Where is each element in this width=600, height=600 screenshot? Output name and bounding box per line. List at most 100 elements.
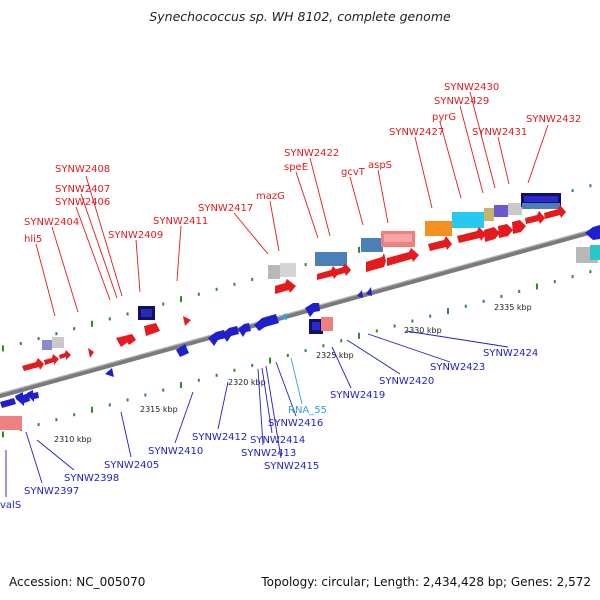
- gene-reverse[interactable]: [15, 392, 30, 406]
- tick-mark: [108, 317, 111, 321]
- gene-label-synw2432[interactable]: SYNW2432: [526, 114, 581, 125]
- gene-label-vals[interactable]: valS: [0, 500, 21, 511]
- gene-forward[interactable]: [44, 354, 59, 365]
- tick-mark: [73, 413, 76, 417]
- gene-reverse[interactable]: [254, 314, 279, 331]
- gene-label-synw2413[interactable]: SYNW2413: [241, 448, 296, 459]
- gene-label-rna-55[interactable]: RNA_55: [288, 405, 327, 416]
- gene-forward[interactable]: [183, 316, 191, 326]
- gene-block[interactable]: [508, 203, 522, 215]
- gene-label-synw2405[interactable]: SYNW2405: [104, 460, 159, 471]
- gene-label-spee[interactable]: speE: [284, 162, 308, 173]
- gene-label-synw2409[interactable]: SYNW2409: [108, 230, 163, 241]
- gene-block[interactable]: [42, 340, 52, 350]
- tick-mark: [340, 339, 343, 343]
- gene-block[interactable]: [494, 205, 508, 217]
- gene-block[interactable]: [0, 416, 22, 430]
- gene-label-synw2431[interactable]: SYNW2431: [472, 127, 527, 138]
- gene-block[interactable]: [268, 265, 280, 279]
- gene-block[interactable]: [524, 196, 558, 202]
- gene-reverse[interactable]: [585, 225, 600, 240]
- gene-label-gcvt[interactable]: gcvT: [341, 167, 366, 178]
- gene-forward[interactable]: [275, 279, 296, 294]
- gene-block[interactable]: [425, 221, 452, 236]
- gene-label-synw2424[interactable]: SYNW2424: [483, 348, 538, 359]
- gene-label-synw2430[interactable]: SYNW2430: [444, 82, 499, 93]
- gene-label-pyrg[interactable]: pyrG: [432, 112, 456, 123]
- gene-forward[interactable]: [88, 348, 94, 358]
- gene-label-synw2412[interactable]: SYNW2412: [192, 432, 247, 443]
- gene-label-synw2417[interactable]: SYNW2417: [198, 203, 253, 214]
- gene-forward[interactable]: [366, 253, 386, 272]
- tick-mark: [251, 277, 254, 281]
- gene-reverse[interactable]: [176, 344, 189, 357]
- gene-reverse[interactable]: [366, 287, 372, 296]
- gene-block[interactable]: [384, 234, 412, 242]
- gene-block[interactable]: [280, 263, 296, 277]
- gene-label-synw2422[interactable]: SYNW2422: [284, 148, 339, 159]
- gene-reverse[interactable]: [357, 290, 363, 298]
- gene-label-synw2411[interactable]: SYNW2411: [153, 216, 208, 227]
- gene-label-synw2423[interactable]: SYNW2423: [430, 362, 485, 373]
- scale-label-2335: 2335 kbp: [494, 303, 532, 312]
- gene-label-synw2397[interactable]: SYNW2397: [24, 486, 79, 497]
- gene-forward[interactable]: [116, 336, 128, 347]
- tick-mark: [269, 357, 271, 364]
- tick-mark: [251, 363, 254, 367]
- gene-reverse[interactable]: [280, 313, 287, 320]
- gene-block[interactable]: [452, 212, 484, 228]
- gene-label-synw2406[interactable]: SYNW2406: [55, 197, 110, 208]
- gene-label-synw2427[interactable]: SYNW2427: [389, 127, 444, 138]
- tick-mark: [304, 349, 307, 353]
- gene-label-synw2429[interactable]: SYNW2429: [434, 96, 489, 107]
- gene-block[interactable]: [321, 317, 333, 331]
- gene-forward[interactable]: [428, 236, 452, 251]
- gene-block[interactable]: [315, 252, 347, 266]
- gene-reverse[interactable]: [105, 368, 114, 377]
- gene-reverse[interactable]: [0, 398, 16, 408]
- gene-forward[interactable]: [498, 224, 513, 238]
- tick-mark: [126, 398, 129, 402]
- gene-forward[interactable]: [457, 227, 486, 243]
- gene-label-synw2416[interactable]: SYNW2416: [268, 418, 323, 429]
- gene-forward[interactable]: [22, 358, 44, 371]
- gene-label-synw2408[interactable]: SYNW2408: [55, 164, 110, 175]
- gene-reverse[interactable]: [305, 303, 320, 317]
- gene-label-synw2414[interactable]: SYNW2414: [250, 435, 305, 446]
- gene-forward[interactable]: [387, 248, 419, 266]
- gene-block[interactable]: [141, 309, 152, 317]
- gene-forward[interactable]: [525, 211, 545, 224]
- gene-block[interactable]: [312, 322, 320, 330]
- tick-mark: [197, 378, 200, 382]
- gene-block[interactable]: [52, 337, 64, 348]
- tick-mark: [429, 314, 432, 318]
- gene-label-asps[interactable]: aspS: [368, 160, 392, 171]
- gene-block[interactable]: [484, 208, 494, 221]
- gene-block[interactable]: [361, 238, 383, 252]
- gene-label-synw2398[interactable]: SYNW2398: [64, 473, 119, 484]
- gene-label-mazg[interactable]: mazG: [256, 191, 285, 202]
- gene-label-synw2410[interactable]: SYNW2410: [148, 446, 203, 457]
- gene-reverse[interactable]: [238, 323, 251, 337]
- gene-forward[interactable]: [484, 227, 500, 242]
- gene-label-synw2404[interactable]: SYNW2404: [24, 217, 79, 228]
- gene-forward[interactable]: [59, 350, 71, 360]
- gene-label-synw2419[interactable]: SYNW2419: [330, 390, 385, 401]
- tick-mark: [108, 403, 111, 407]
- gene-forward[interactable]: [512, 220, 526, 234]
- tick-mark: [322, 344, 325, 348]
- gene-block[interactable]: [522, 203, 560, 209]
- gene-reverse[interactable]: [208, 330, 226, 346]
- gene-reverse[interactable]: [27, 390, 39, 402]
- gene-forward[interactable]: [544, 205, 566, 219]
- gene-forward[interactable]: [124, 334, 136, 345]
- gene-forward[interactable]: [334, 263, 351, 276]
- gene-label-synw2415[interactable]: SYNW2415: [264, 461, 319, 472]
- gene-forward[interactable]: [317, 266, 339, 280]
- gene-label-synw2420[interactable]: SYNW2420: [379, 376, 434, 387]
- gene-block[interactable]: [590, 245, 600, 260]
- gene-reverse[interactable]: [222, 326, 239, 342]
- gene-forward[interactable]: [144, 323, 160, 336]
- gene-label-synw2407[interactable]: SYNW2407: [55, 184, 110, 195]
- gene-label-hli5[interactable]: hli5: [24, 234, 42, 245]
